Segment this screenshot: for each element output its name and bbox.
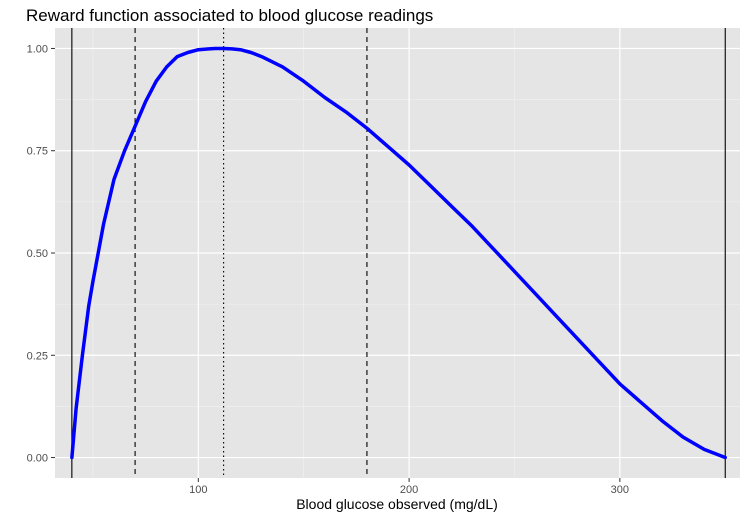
series-line-0 xyxy=(70,46,727,460)
x-axis: 100 200 300 xyxy=(189,478,629,496)
x-tick-label: 200 xyxy=(400,484,418,496)
y-tick-label: 0.75 xyxy=(27,146,48,158)
x-axis-title: Blood glucose observed (mg/dL) xyxy=(296,496,498,512)
y-tick-label: 0.50 xyxy=(27,248,48,260)
y-tick-label: 0.25 xyxy=(27,350,48,362)
y-axis: 0.00 0.25 0.50 0.75 1.00 xyxy=(27,43,55,465)
grid-major xyxy=(55,28,740,478)
x-tick-label: 300 xyxy=(611,484,629,496)
chart-title: Reward function associated to blood gluc… xyxy=(26,6,433,25)
y-tick-label: 1.00 xyxy=(27,43,48,55)
series-layer xyxy=(70,46,727,460)
x-tick-label: 100 xyxy=(189,484,207,496)
y-tick-label: 0.00 xyxy=(27,453,48,465)
reference-lines xyxy=(71,28,726,478)
